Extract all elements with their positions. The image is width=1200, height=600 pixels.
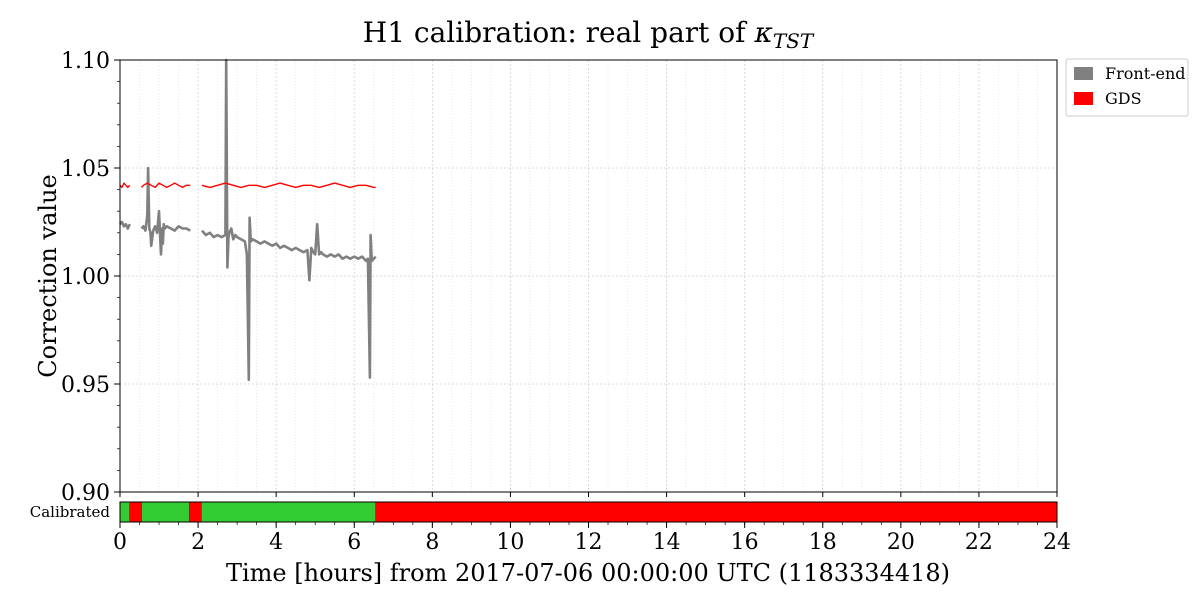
- series-line-gds: [140, 182, 191, 189]
- x-tick-label: 16: [731, 530, 759, 555]
- x-tick-label: 12: [575, 530, 603, 555]
- x-tick-label: 2: [191, 530, 205, 555]
- series-line-front-end: [201, 58, 377, 382]
- x-tick-label: 8: [425, 530, 439, 555]
- y-tick-label: 0.95: [61, 373, 110, 398]
- main-plot-area: 0.90 0.95 1.00 1.05 1.10: [61, 49, 1058, 506]
- y-axis-ticks: 0.90 0.95 1.00 1.05 1.10: [61, 49, 120, 506]
- calibrated-segment-bad: [375, 501, 1058, 523]
- legend: Front-end GDS: [1065, 58, 1189, 117]
- series-line-front-end: [140, 166, 191, 256]
- x-tick-label: 22: [965, 530, 993, 555]
- y-tick-label: 1.10: [61, 49, 110, 74]
- y-tick-label: 0.90: [61, 481, 110, 506]
- x-tick-label: 6: [347, 530, 361, 555]
- series-line-gds: [119, 182, 131, 189]
- calibrated-status-bar: Calibrated 0 2 4 6 8 10 12 14 16 18 20 22 24: [30, 492, 1071, 555]
- x-tick-label: 18: [809, 530, 837, 555]
- calibrated-label: Calibrated: [30, 503, 111, 521]
- legend-box: [1065, 58, 1189, 117]
- legend-swatch: [1074, 67, 1093, 80]
- series-layer: [119, 58, 377, 382]
- legend-swatch: [1074, 92, 1093, 105]
- calibrated-segment-bad: [129, 501, 142, 523]
- x-tick-label: 4: [269, 530, 283, 555]
- y-tick-label: 1.05: [61, 157, 110, 182]
- calibrated-segment-ok: [119, 501, 130, 523]
- calibrated-segments: [119, 501, 1058, 523]
- series-line-gds: [201, 182, 376, 189]
- y-axis-label: Correction value: [34, 174, 62, 377]
- legend-entry: GDS: [1105, 89, 1142, 108]
- calibrated-segment-bad: [189, 501, 202, 523]
- series-line-front-end: [119, 220, 131, 230]
- legend-items: Front-end GDS: [1074, 64, 1186, 108]
- chart-title-text: H1 calibration: real part of: [363, 16, 755, 49]
- x-tick-label: 14: [653, 530, 681, 555]
- x-tick-label: 0: [113, 530, 127, 555]
- x-tick-label: 20: [887, 530, 915, 555]
- chart-title: H1 calibration: real part of κTST: [363, 16, 815, 53]
- x-axis-ticks: 0 2 4 6 8 10 12 14 16 18 20 22 24: [113, 492, 1071, 555]
- y-tick-label: 1.00: [61, 265, 110, 290]
- legend-entry: Front-end: [1105, 64, 1186, 83]
- y-grid-lines: [120, 167, 1057, 385]
- calibrated-segment-ok: [141, 501, 190, 523]
- calibrated-segment-ok: [201, 501, 376, 523]
- chart-title-subscript: TST: [773, 29, 815, 53]
- x-tick-label: 24: [1043, 530, 1071, 555]
- x-tick-label: 10: [496, 530, 524, 555]
- x-axis-label: Time [hours] from 2017-07-06 00:00:00 UT…: [226, 559, 950, 587]
- chart-title-kappa: κ: [753, 16, 772, 49]
